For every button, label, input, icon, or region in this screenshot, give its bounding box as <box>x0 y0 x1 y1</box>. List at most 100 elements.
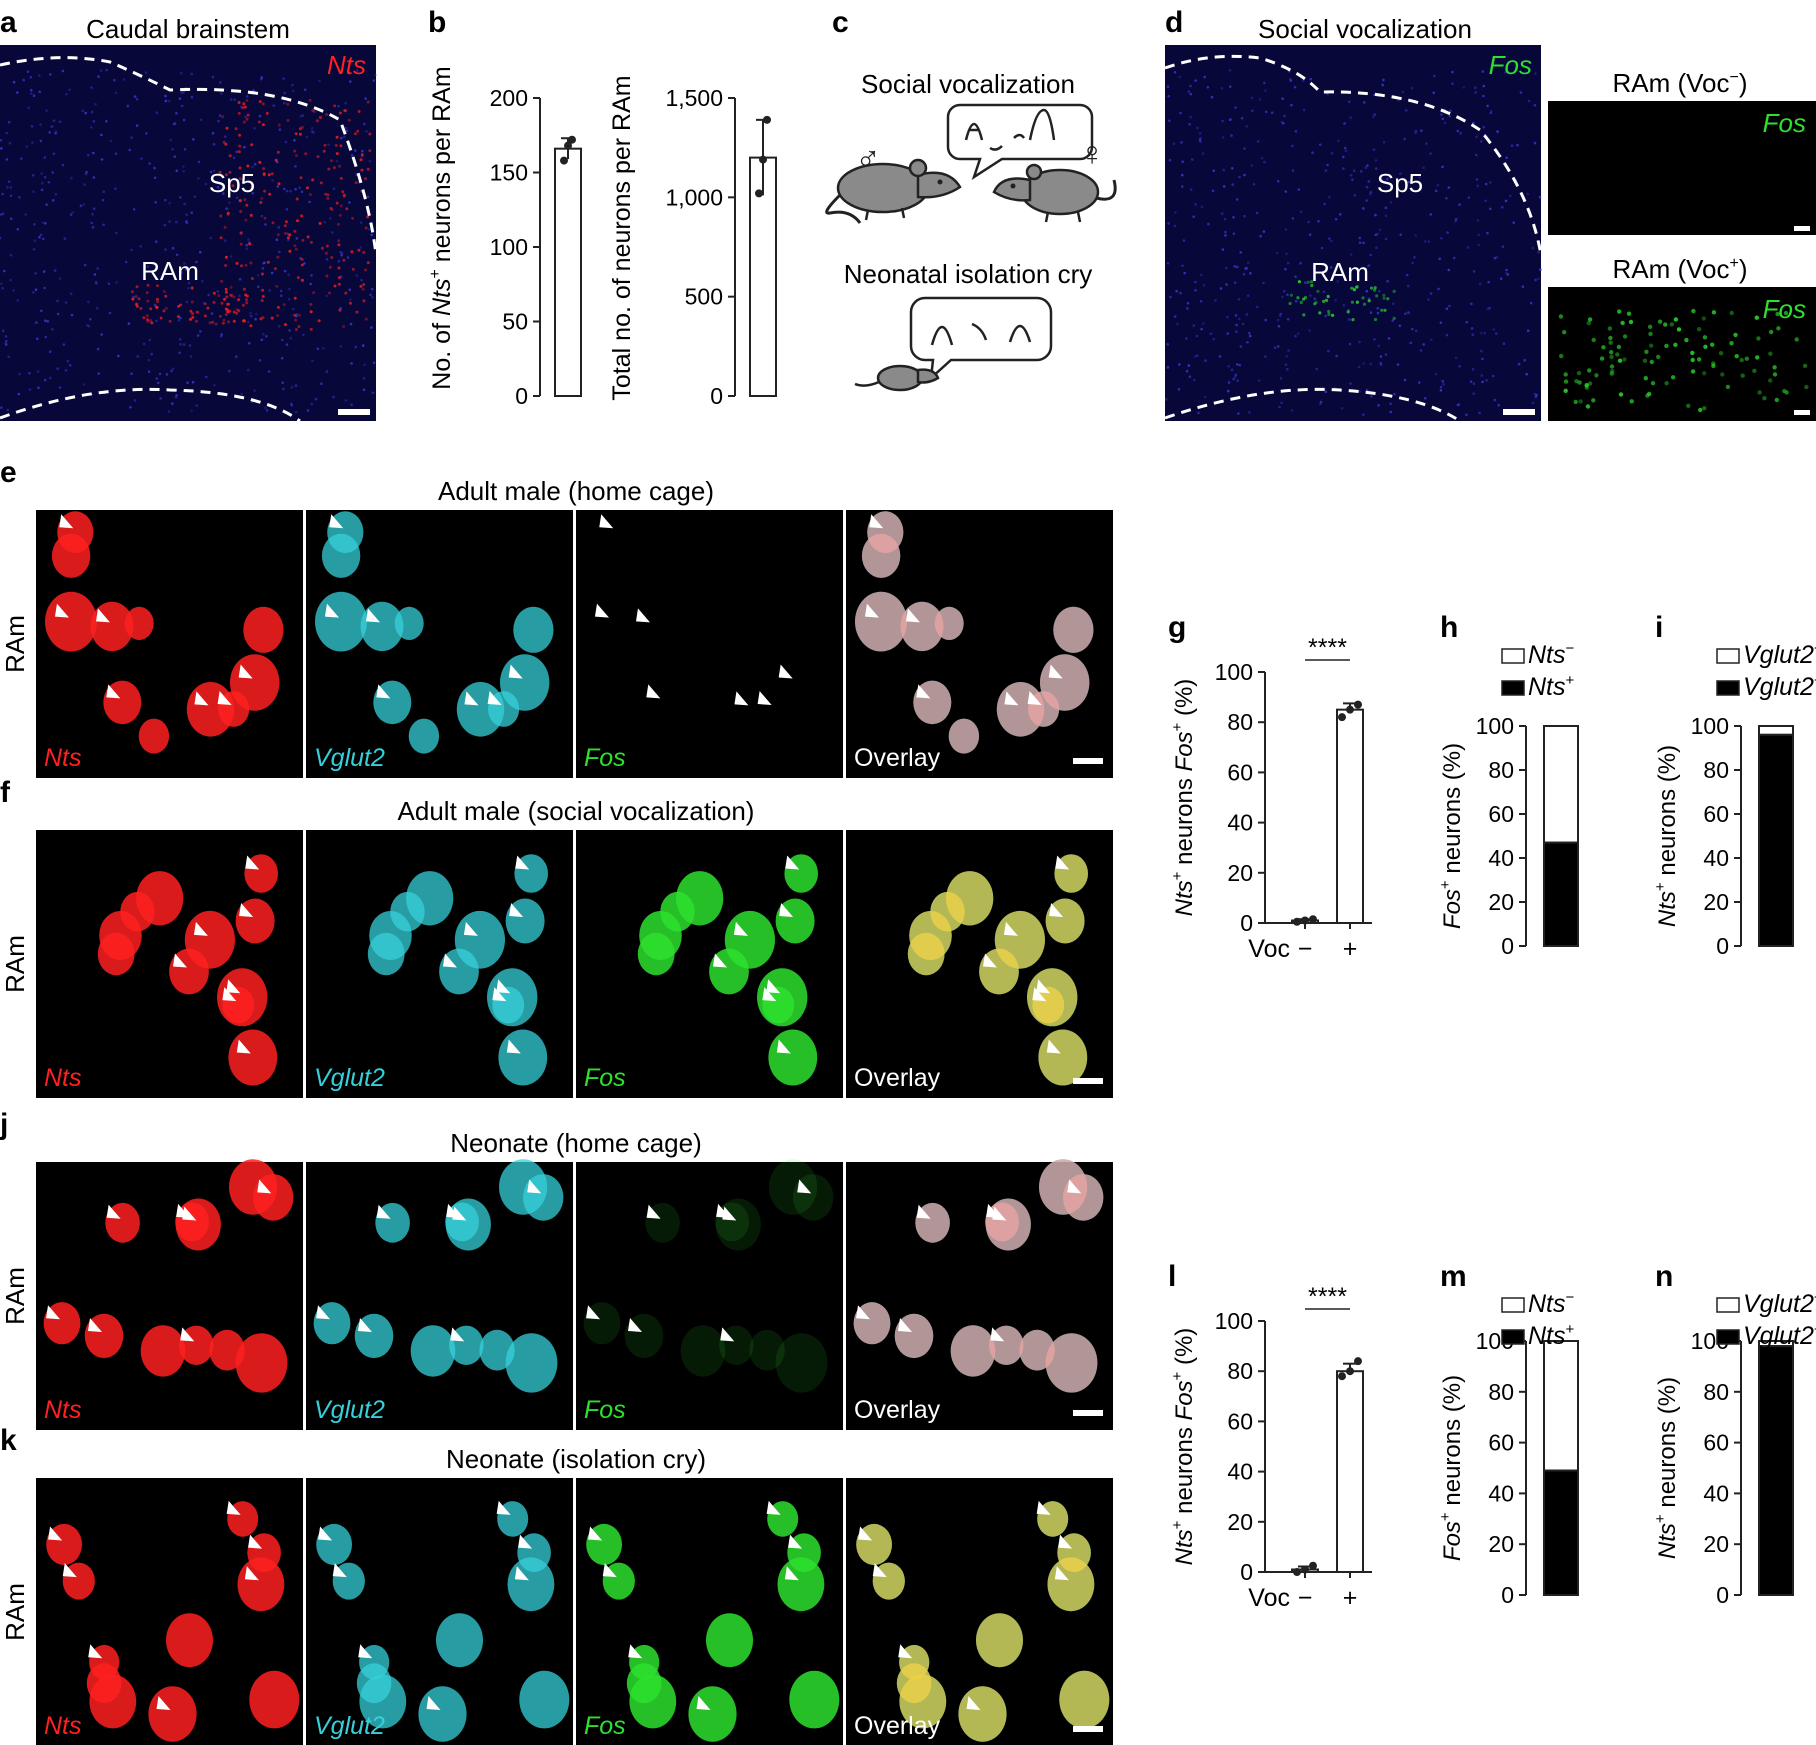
signal-dot <box>1609 371 1615 376</box>
signal-dot <box>3 269 6 273</box>
signal-dot <box>1348 342 1352 346</box>
signal-dot <box>342 194 346 198</box>
signal-dot <box>250 143 254 147</box>
signal-dot <box>168 202 171 205</box>
signal-dot <box>1629 399 1634 404</box>
signal-dot <box>1608 335 1613 341</box>
signal-dot <box>293 244 297 248</box>
signal-dot <box>370 233 374 237</box>
signal-dot <box>168 99 171 103</box>
bar <box>1336 1370 1364 1573</box>
signal-dot <box>218 314 222 318</box>
signal-dot <box>1594 373 1599 378</box>
signal-dot <box>217 119 220 123</box>
y-tick-label: 500 <box>685 284 723 310</box>
signal-dot <box>1348 318 1351 321</box>
cell <box>235 1333 288 1393</box>
signal-dot <box>6 408 10 412</box>
signal-dot <box>357 248 361 252</box>
y-label: Nts+ neurons Fos+ (%) <box>1169 679 1198 917</box>
signal-dot <box>1280 401 1283 405</box>
signal-dot <box>209 170 213 174</box>
signal-dot <box>1174 211 1177 214</box>
arrowhead-marker <box>646 1204 661 1219</box>
scale-bar <box>1073 758 1103 764</box>
signal-dot <box>1198 131 1202 135</box>
signal-dot <box>1525 372 1528 376</box>
signal-dot <box>44 335 48 339</box>
signal-dot <box>245 247 248 250</box>
signal-dot <box>29 92 33 95</box>
signal-dot <box>1179 111 1182 115</box>
signal-dot <box>30 125 34 128</box>
signal-dot <box>237 150 241 154</box>
arrowhead-marker <box>588 1526 603 1541</box>
signal-dot <box>90 86 93 89</box>
panel-letter-d: d <box>1165 6 1183 39</box>
signal-dot <box>1309 294 1312 297</box>
signal-dot <box>1711 310 1717 315</box>
signal-dot <box>1327 309 1331 314</box>
signal-dot <box>311 109 315 112</box>
signal-dot <box>40 172 43 175</box>
signal-dot <box>82 203 86 206</box>
signal-dot <box>1558 314 1564 319</box>
signal-dot <box>1533 103 1537 107</box>
signal-dot <box>261 295 265 298</box>
signal-dot <box>276 150 280 154</box>
arrowhead-marker <box>897 1317 912 1332</box>
signal-dot <box>357 110 361 113</box>
signal-dot <box>218 170 222 174</box>
signal-dot <box>189 309 193 313</box>
signal-dot <box>300 190 304 193</box>
arrowhead-marker <box>696 1696 711 1711</box>
signal-dot <box>338 213 342 217</box>
cell <box>934 606 964 641</box>
signal-dot <box>276 305 280 309</box>
signal-dot <box>1392 316 1396 320</box>
signal-dot <box>135 97 139 101</box>
signal-dot <box>1475 178 1479 181</box>
signal-dot <box>282 187 286 191</box>
signal-dot <box>1365 289 1369 293</box>
signal-dot <box>153 176 157 180</box>
signal-dot <box>1591 398 1596 403</box>
signal-dot <box>1769 329 1774 335</box>
signal-dot <box>335 135 339 139</box>
signal-dot <box>1181 264 1184 268</box>
signal-dot <box>1577 380 1582 385</box>
signal-dot <box>372 361 376 365</box>
signal-dot <box>306 409 310 412</box>
signal-dot <box>190 300 194 304</box>
signal-dot <box>96 267 99 270</box>
signal-dot <box>235 261 239 265</box>
arrowhead-marker <box>864 603 879 618</box>
signal-dot <box>1187 90 1191 93</box>
signal-dot <box>1430 338 1433 342</box>
signal-dot <box>1448 114 1452 118</box>
signal-dot <box>263 216 267 220</box>
channel-label: Nts <box>44 1064 82 1092</box>
signal-dot <box>115 281 118 284</box>
signal-dot <box>344 126 348 130</box>
signal-dot <box>233 98 236 102</box>
signal-dot <box>124 260 128 264</box>
signal-dot <box>43 175 47 179</box>
signal-dot <box>1212 169 1216 172</box>
arrowhead-marker <box>238 664 253 679</box>
signal-dot <box>1454 219 1457 223</box>
signal-dot <box>1228 118 1232 121</box>
signal-dot <box>332 166 336 170</box>
signal-dot <box>1231 183 1234 186</box>
signal-dot <box>15 91 19 94</box>
signal-dot <box>320 382 323 386</box>
scale-bar <box>1073 1078 1103 1084</box>
signal-dot <box>133 95 137 98</box>
signal-dot <box>1470 302 1473 306</box>
signal-dot <box>1483 331 1487 335</box>
signal-dot <box>49 73 52 76</box>
signal-dot <box>1690 350 1695 356</box>
